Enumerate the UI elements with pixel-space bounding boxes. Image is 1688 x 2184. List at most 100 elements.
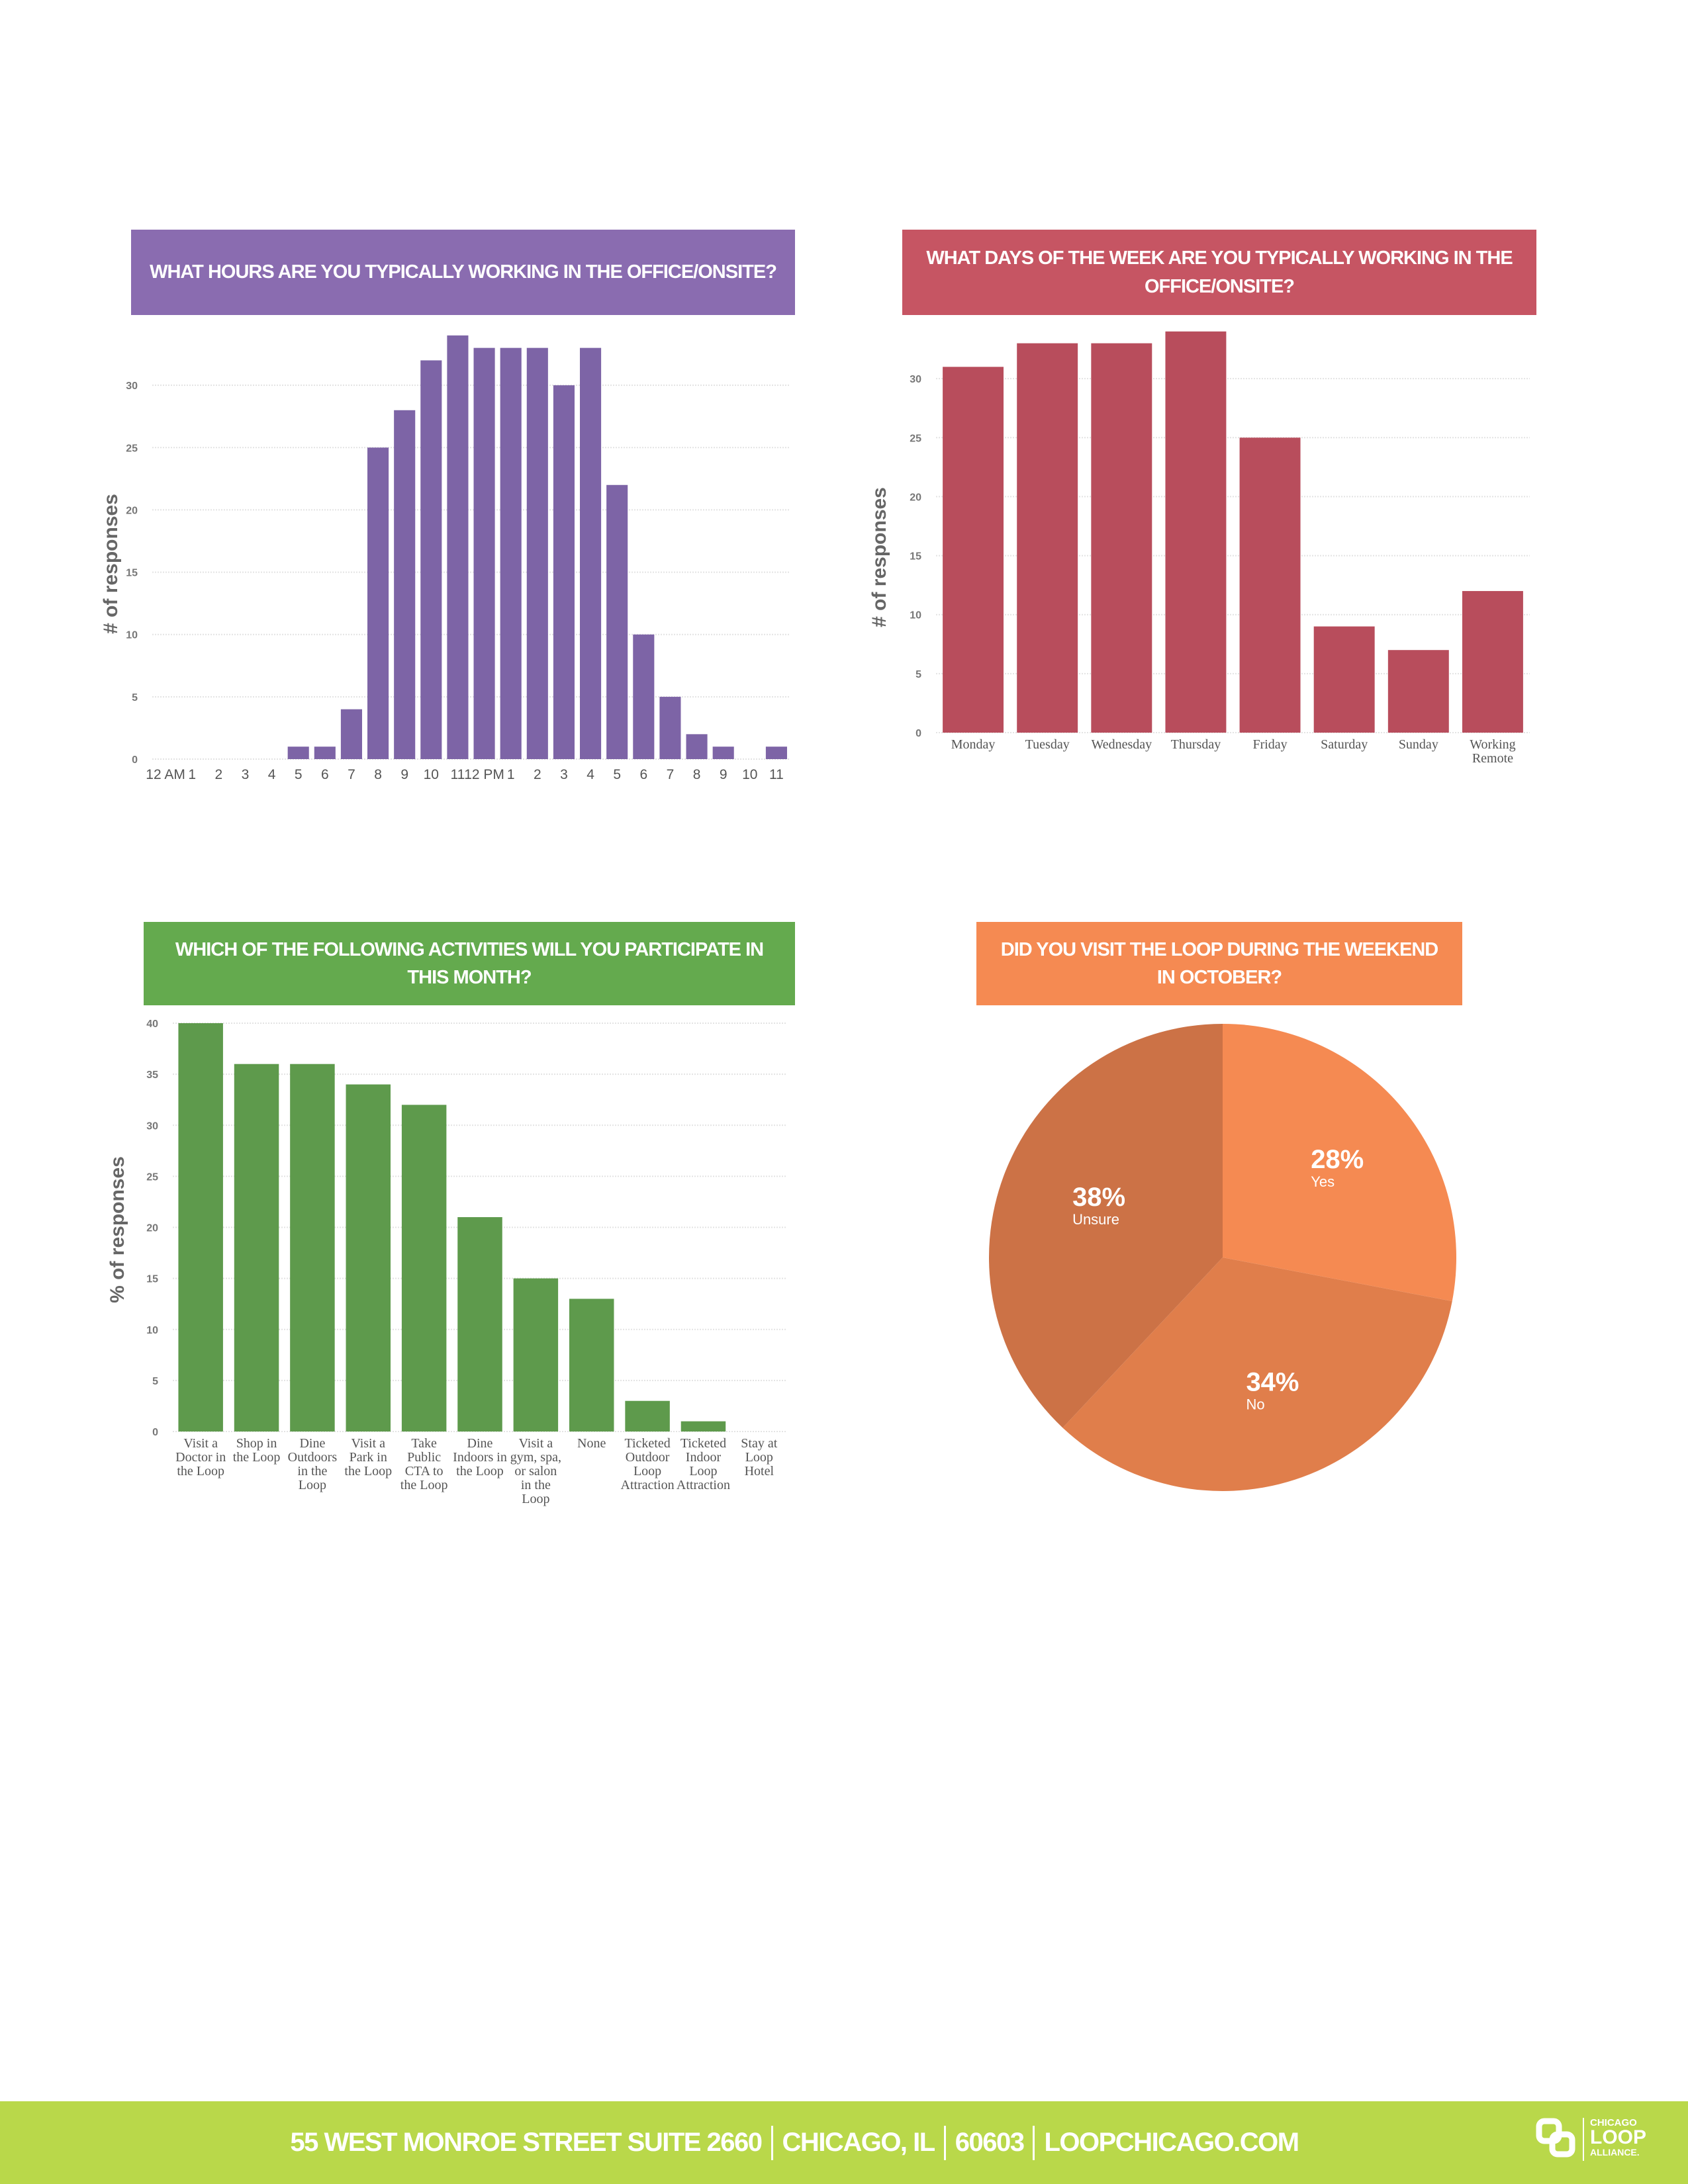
x-tick-label-box: Stay at Loop Hotel — [741, 1437, 778, 1479]
x-tick-label: Visit a gym, spa, or salon in the Loop — [510, 1437, 561, 1506]
x-tick-label: 5 — [295, 767, 303, 782]
y-axis-label: % of responses — [107, 1156, 128, 1303]
footer-bar — [0, 2101, 1688, 2184]
y-tick-label: 5 — [152, 1376, 158, 1387]
x-tick-label: 1 — [507, 767, 515, 782]
x-tick-label: 1 — [188, 767, 196, 782]
x-tick-label-box: Thursday — [1170, 738, 1221, 752]
y-tick-label: 0 — [915, 728, 921, 739]
x-tick-label: 5 — [613, 767, 621, 782]
y-tick-label: 15 — [146, 1274, 158, 1285]
chart-title-box: DID YOU VISIT THE LOOP DURING THE WEEKEN… — [1000, 938, 1438, 988]
bar — [712, 747, 734, 759]
y-tick-label: 0 — [152, 1427, 158, 1438]
x-tick-label: 2 — [534, 767, 541, 782]
chart-title: WHAT DAYS OF THE WEEK ARE YOU TYPICALLY … — [926, 248, 1513, 297]
bar — [234, 1064, 279, 1432]
address-part: 55 WEST MONROE STREET SUITE 2660 — [290, 2128, 763, 2157]
bar — [569, 1298, 614, 1432]
chart-header — [976, 922, 1462, 1005]
x-tick-label: 6 — [639, 767, 647, 782]
bar — [314, 747, 336, 759]
pie-slice — [1223, 1024, 1456, 1302]
y-tick-label: 30 — [910, 374, 921, 385]
bar — [401, 1105, 447, 1432]
y-axis-label: # of responses — [100, 494, 122, 634]
y-tick-label: 25 — [126, 443, 138, 454]
x-tick-label-box: None — [577, 1437, 606, 1451]
y-tick-label: 25 — [910, 433, 921, 444]
x-tick-label: 3 — [242, 767, 250, 782]
y-tick-label: 0 — [132, 754, 138, 766]
x-tick-label: Working Remote — [1470, 738, 1516, 766]
x-tick-label: 7 — [348, 767, 355, 782]
y-tick-label: 20 — [146, 1223, 158, 1234]
y-tick-label: 30 — [146, 1120, 158, 1132]
address-part: LOOPCHICAGO.COM — [1044, 2128, 1299, 2157]
x-tick-label: 10 — [742, 767, 757, 782]
chart-header — [902, 230, 1536, 315]
x-tick-label: 12 AM — [146, 767, 185, 782]
x-tick-label: Friday — [1252, 738, 1288, 752]
bar — [290, 1064, 335, 1432]
slice-value-label: 34% — [1246, 1367, 1299, 1396]
bar — [447, 335, 469, 759]
y-tick-label: 35 — [146, 1069, 158, 1081]
pie-slice — [989, 1024, 1223, 1428]
bar — [457, 1217, 502, 1432]
y-tick-label: 25 — [146, 1171, 158, 1183]
x-tick-label-box: Friday — [1252, 738, 1288, 752]
x-tick-label: Stay at Loop Hotel — [741, 1437, 778, 1479]
logo-text: CHICAGO LOOP ALLIANCE. — [1590, 2118, 1647, 2157]
pie-slice — [1062, 1257, 1452, 1491]
chart-header — [131, 230, 795, 315]
x-tick-label: Visit a Doctor in the Loop — [175, 1437, 226, 1479]
bar — [680, 1421, 726, 1432]
x-tick-label: 11 — [769, 767, 784, 782]
x-tick-label: Tuesday — [1025, 738, 1070, 752]
x-tick-label: Monday — [951, 738, 996, 752]
x-tick-label: 8 — [693, 767, 701, 782]
chart-title: DID YOU VISIT THE LOOP DURING THE WEEKEN… — [1000, 938, 1438, 988]
x-tick-label: Take Public CTA to the Loop — [400, 1437, 448, 1492]
y-tick-label: 30 — [126, 381, 138, 392]
bar — [1462, 591, 1523, 733]
bar — [1017, 343, 1078, 733]
slice-category-label: Yes — [1311, 1173, 1335, 1190]
x-tick-label-box: Dine Indoors in the Loop — [453, 1437, 507, 1479]
x-tick-label: Visit a Park in the Loop — [344, 1437, 393, 1479]
x-tick-label-box: Saturday — [1321, 738, 1368, 752]
x-tick-label: 7 — [667, 767, 675, 782]
logo-shape — [1549, 2131, 1575, 2158]
chart-title-box: WHAT DAYS OF THE WEEK ARE YOU TYPICALLY … — [926, 248, 1513, 297]
bar — [1239, 437, 1301, 733]
bar — [513, 1278, 559, 1432]
y-tick-label: 15 — [910, 551, 921, 563]
bar — [367, 447, 389, 759]
x-tick-label-box: Ticketed Outdoor Loop Attraction — [621, 1437, 675, 1492]
x-tick-label: Shop in the Loop — [232, 1437, 281, 1465]
bar — [1091, 343, 1152, 733]
logo-icon — [1536, 2118, 1575, 2158]
x-tick-label: None — [577, 1437, 606, 1451]
bar — [686, 734, 708, 759]
chart-title-box: WHICH OF THE FOLLOWING ACTIVITIES WILL Y… — [175, 938, 764, 988]
logo-shape — [1536, 2118, 1562, 2144]
y-tick-label: 15 — [126, 568, 138, 579]
x-tick-label-box: Sunday — [1399, 738, 1438, 752]
y-tick-label: 10 — [910, 610, 921, 621]
x-tick-label: Thursday — [1170, 738, 1221, 752]
x-tick-label-box: Dine Outdoors in the Loop — [288, 1437, 337, 1492]
x-tick-label: 9 — [720, 767, 727, 782]
logo-word: LOOP — [1590, 2126, 1647, 2148]
footer-text: 55 WEST MONROE STREET SUITE 2660 CHICAGO… — [199, 2101, 1390, 2184]
x-tick-label: 4 — [268, 767, 276, 782]
slice-value-label: 28% — [1311, 1145, 1364, 1174]
address-part: 60603 — [955, 2128, 1025, 2157]
chart-header — [144, 922, 795, 1005]
slice-value-label: 38% — [1072, 1183, 1125, 1212]
bar — [1387, 650, 1449, 733]
chart-title: WHICH OF THE FOLLOWING ACTIVITIES WILL Y… — [175, 938, 764, 988]
bar — [346, 1084, 391, 1432]
